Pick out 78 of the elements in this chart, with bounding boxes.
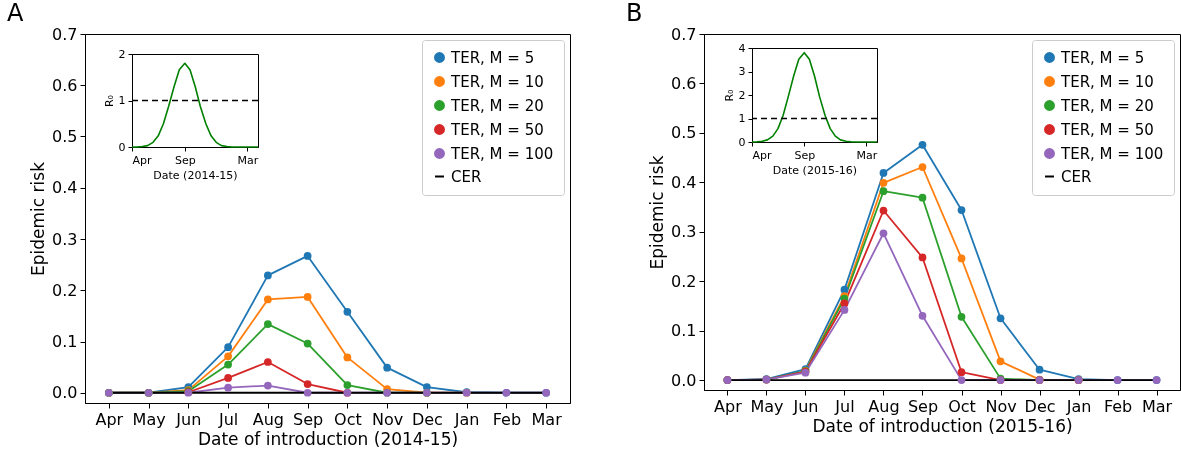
y-tick-label: 4 (738, 41, 746, 55)
x-axis-title: Date (2015-16) (772, 163, 858, 177)
x-tick-label: May (750, 396, 784, 416)
y-tick-label: 1 (738, 112, 746, 125)
y-tick-label: 1 (118, 94, 126, 107)
y-tick-label: 2 (118, 47, 126, 61)
x-tick-label: Apr (752, 148, 773, 162)
y-axis-title: Epidemic risk (647, 155, 668, 270)
y-tick-label: 3 (738, 65, 746, 78)
legend-label: TER, M = 100 (1060, 144, 1164, 163)
x-tick-label: Jun (175, 409, 202, 429)
x-tick-label: Aug (868, 396, 900, 416)
x-tick-label: Sep (174, 153, 196, 167)
x-tick-label: Feb (1103, 396, 1133, 416)
x-tick-label: May (132, 409, 166, 429)
x-tick-label: Mar (856, 148, 878, 162)
y-tick-label: 0.6 (52, 75, 78, 95)
y-tick-label: 0.4 (52, 178, 78, 198)
x-tick-label: Sep (907, 396, 939, 416)
x-tick-label: Jul (217, 409, 239, 429)
x-tick-label: Nov (372, 409, 404, 429)
x-tick-label: Mar (237, 153, 259, 167)
y-tick-label: 0.1 (671, 321, 697, 341)
chart-title: B (626, 0, 643, 27)
y-tick-label: 0.3 (671, 222, 697, 242)
legend-label: CER (1061, 167, 1092, 186)
y-axis-title: R₀ (722, 88, 736, 102)
x-tick-label: Sep (794, 148, 816, 162)
y-tick-label: 0.5 (52, 127, 78, 146)
x-tick-label: Oct (948, 396, 976, 416)
y-tick-label: 0.5 (671, 123, 697, 143)
legend-label: TER, M = 10 (1060, 72, 1154, 91)
line-series (131, 62, 259, 148)
y-tick-label: 0.2 (52, 280, 78, 300)
y-axis-title: R₀ (102, 94, 116, 108)
y-tick-label: 0.2 (671, 271, 697, 291)
y-tick-label: 0.3 (52, 229, 78, 249)
y-tick-label: 0.7 (671, 24, 697, 44)
x-tick-label: Oct (334, 409, 362, 429)
y-tick-label: 0.1 (52, 332, 78, 351)
chart-title: A (7, 0, 24, 27)
y-tick-label: 0.4 (671, 172, 697, 192)
y-tick-label: 2 (738, 88, 746, 102)
x-axis-title: Date (2014-15) (153, 168, 238, 182)
x-tick-label: Nov (985, 396, 1017, 416)
x-tick-label: Jul (834, 396, 855, 416)
x-tick-label: Mar (531, 409, 563, 429)
legend-label: TER, M = 20 (1060, 96, 1154, 115)
y-tick-label: 0.7 (52, 24, 78, 44)
legend-label: TER, M = 5 (1060, 48, 1145, 67)
legend-label: TER, M = 50 (1060, 120, 1154, 139)
x-axis-title: Date of introduction (2015-16) (812, 415, 1073, 436)
x-tick-label: Dec (411, 409, 443, 429)
legend-label: TER, M = 20 (450, 96, 544, 115)
x-axis-title: Date of introduction (2014-15) (197, 428, 459, 449)
legend-label: CER (451, 167, 482, 186)
line-series (751, 51, 878, 143)
x-tick-label: Apr (714, 396, 743, 416)
legend-label: TER, M = 5 (450, 48, 535, 67)
x-tick-label: Apr (95, 409, 124, 429)
x-tick-label: Jan (1065, 396, 1092, 416)
y-tick-label: 0 (738, 135, 746, 149)
y-tick-label: 0 (118, 140, 126, 154)
y-tick-label: 0.0 (671, 370, 697, 390)
y-axis-title: Epidemic risk (28, 161, 49, 276)
y-tick-label: 0.0 (52, 383, 78, 403)
x-tick-label: Sep (293, 409, 324, 429)
x-tick-label: Apr (132, 153, 153, 167)
x-tick-label: Aug (252, 409, 284, 429)
x-tick-label: Jun (792, 396, 819, 416)
legend-label: TER, M = 50 (450, 120, 544, 139)
x-tick-label: Jan (453, 409, 480, 429)
legend-label: TER, M = 100 (450, 144, 554, 163)
x-tick-label: Feb (492, 409, 522, 429)
x-tick-label: Dec (1024, 396, 1056, 416)
y-tick-label: 0.6 (671, 73, 697, 93)
legend-label: TER, M = 10 (450, 72, 544, 91)
x-tick-label: Mar (1142, 396, 1173, 416)
